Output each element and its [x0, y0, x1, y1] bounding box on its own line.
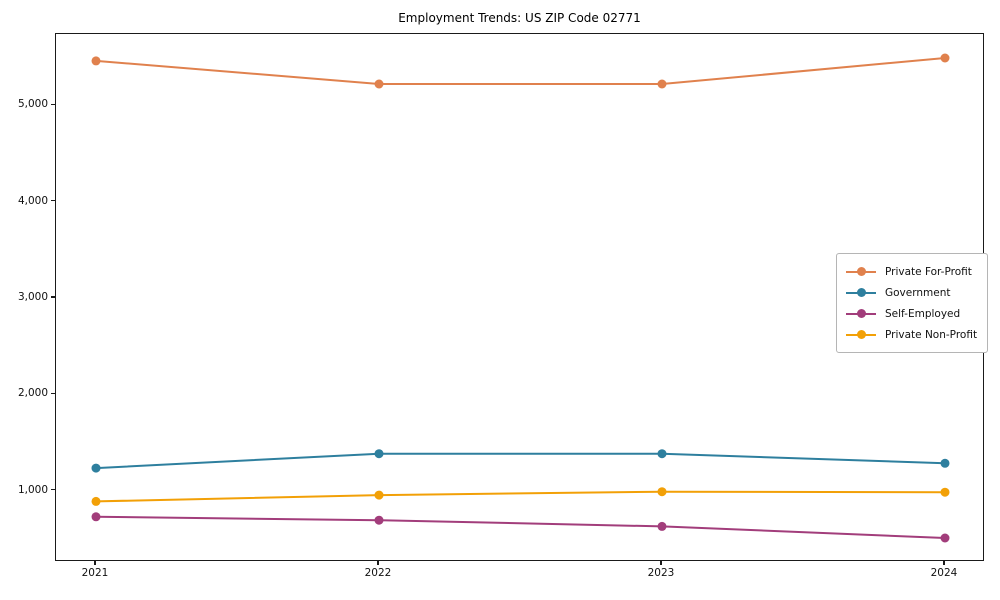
data-point	[657, 449, 667, 459]
series-line-private-for-profit	[95, 57, 946, 85]
legend-item-self-employed: Self-Employed	[846, 303, 977, 324]
x-tick-mark	[377, 561, 379, 565]
data-point	[657, 487, 667, 497]
data-point	[374, 449, 384, 459]
legend-line-marker-icon	[846, 309, 876, 318]
x-tick-label: 2021	[81, 567, 109, 579]
legend-label: Private For-Profit	[885, 265, 972, 278]
legend-label: Private Non-Profit	[885, 328, 978, 341]
x-tick-label: 2023	[647, 567, 675, 579]
data-point	[940, 533, 950, 543]
legend: Private For-Profit Government Self-Employe…	[836, 253, 989, 353]
chart-title: Employment Trends: US ZIP Code 02771	[398, 11, 641, 25]
plot-area	[55, 33, 984, 561]
y-tick-mark	[51, 392, 55, 395]
y-tick-mark	[51, 103, 55, 105]
y-tick-label: 5,000	[17, 98, 48, 111]
data-point	[91, 463, 101, 473]
y-tick-label: 2,000	[17, 387, 48, 400]
legend-item-private-for-profit: Private For-Profit	[846, 261, 977, 282]
data-point	[91, 512, 101, 522]
x-tick-label: 2024	[930, 567, 958, 579]
series-line-government	[95, 452, 946, 470]
legend-label: Government	[885, 286, 951, 299]
legend-label: Self-Employed	[885, 307, 961, 320]
y-tick-mark	[51, 199, 55, 202]
data-point	[657, 521, 667, 531]
legend-line-marker-icon	[846, 267, 876, 276]
x-tick-mark	[660, 561, 662, 565]
series-line-private-non-profit	[95, 490, 946, 503]
legend-item-government: Government	[846, 282, 977, 303]
x-tick-mark	[943, 561, 945, 565]
y-tick-label: 4,000	[17, 194, 48, 207]
y-tick-label: 3,000	[17, 291, 48, 303]
data-point	[374, 490, 384, 500]
data-point	[374, 515, 384, 525]
x-tick-mark	[94, 561, 96, 565]
plot-lines-svg	[91, 53, 950, 543]
legend-line-marker-icon	[846, 288, 876, 297]
y-tick-label: 1,000	[17, 483, 48, 496]
data-point	[940, 458, 950, 468]
data-point	[91, 56, 101, 66]
data-point	[940, 53, 950, 63]
y-tick-mark	[51, 489, 55, 491]
data-point	[940, 487, 950, 497]
series-line-self-employed	[95, 515, 946, 539]
data-point	[374, 79, 384, 89]
legend-item-private-non-profit: Private Non-Profit	[846, 324, 977, 345]
data-point	[657, 79, 667, 89]
legend-line-marker-icon	[846, 330, 876, 339]
x-tick-label: 2022	[364, 567, 392, 579]
y-tick-mark	[51, 296, 55, 298]
data-point	[91, 496, 101, 506]
